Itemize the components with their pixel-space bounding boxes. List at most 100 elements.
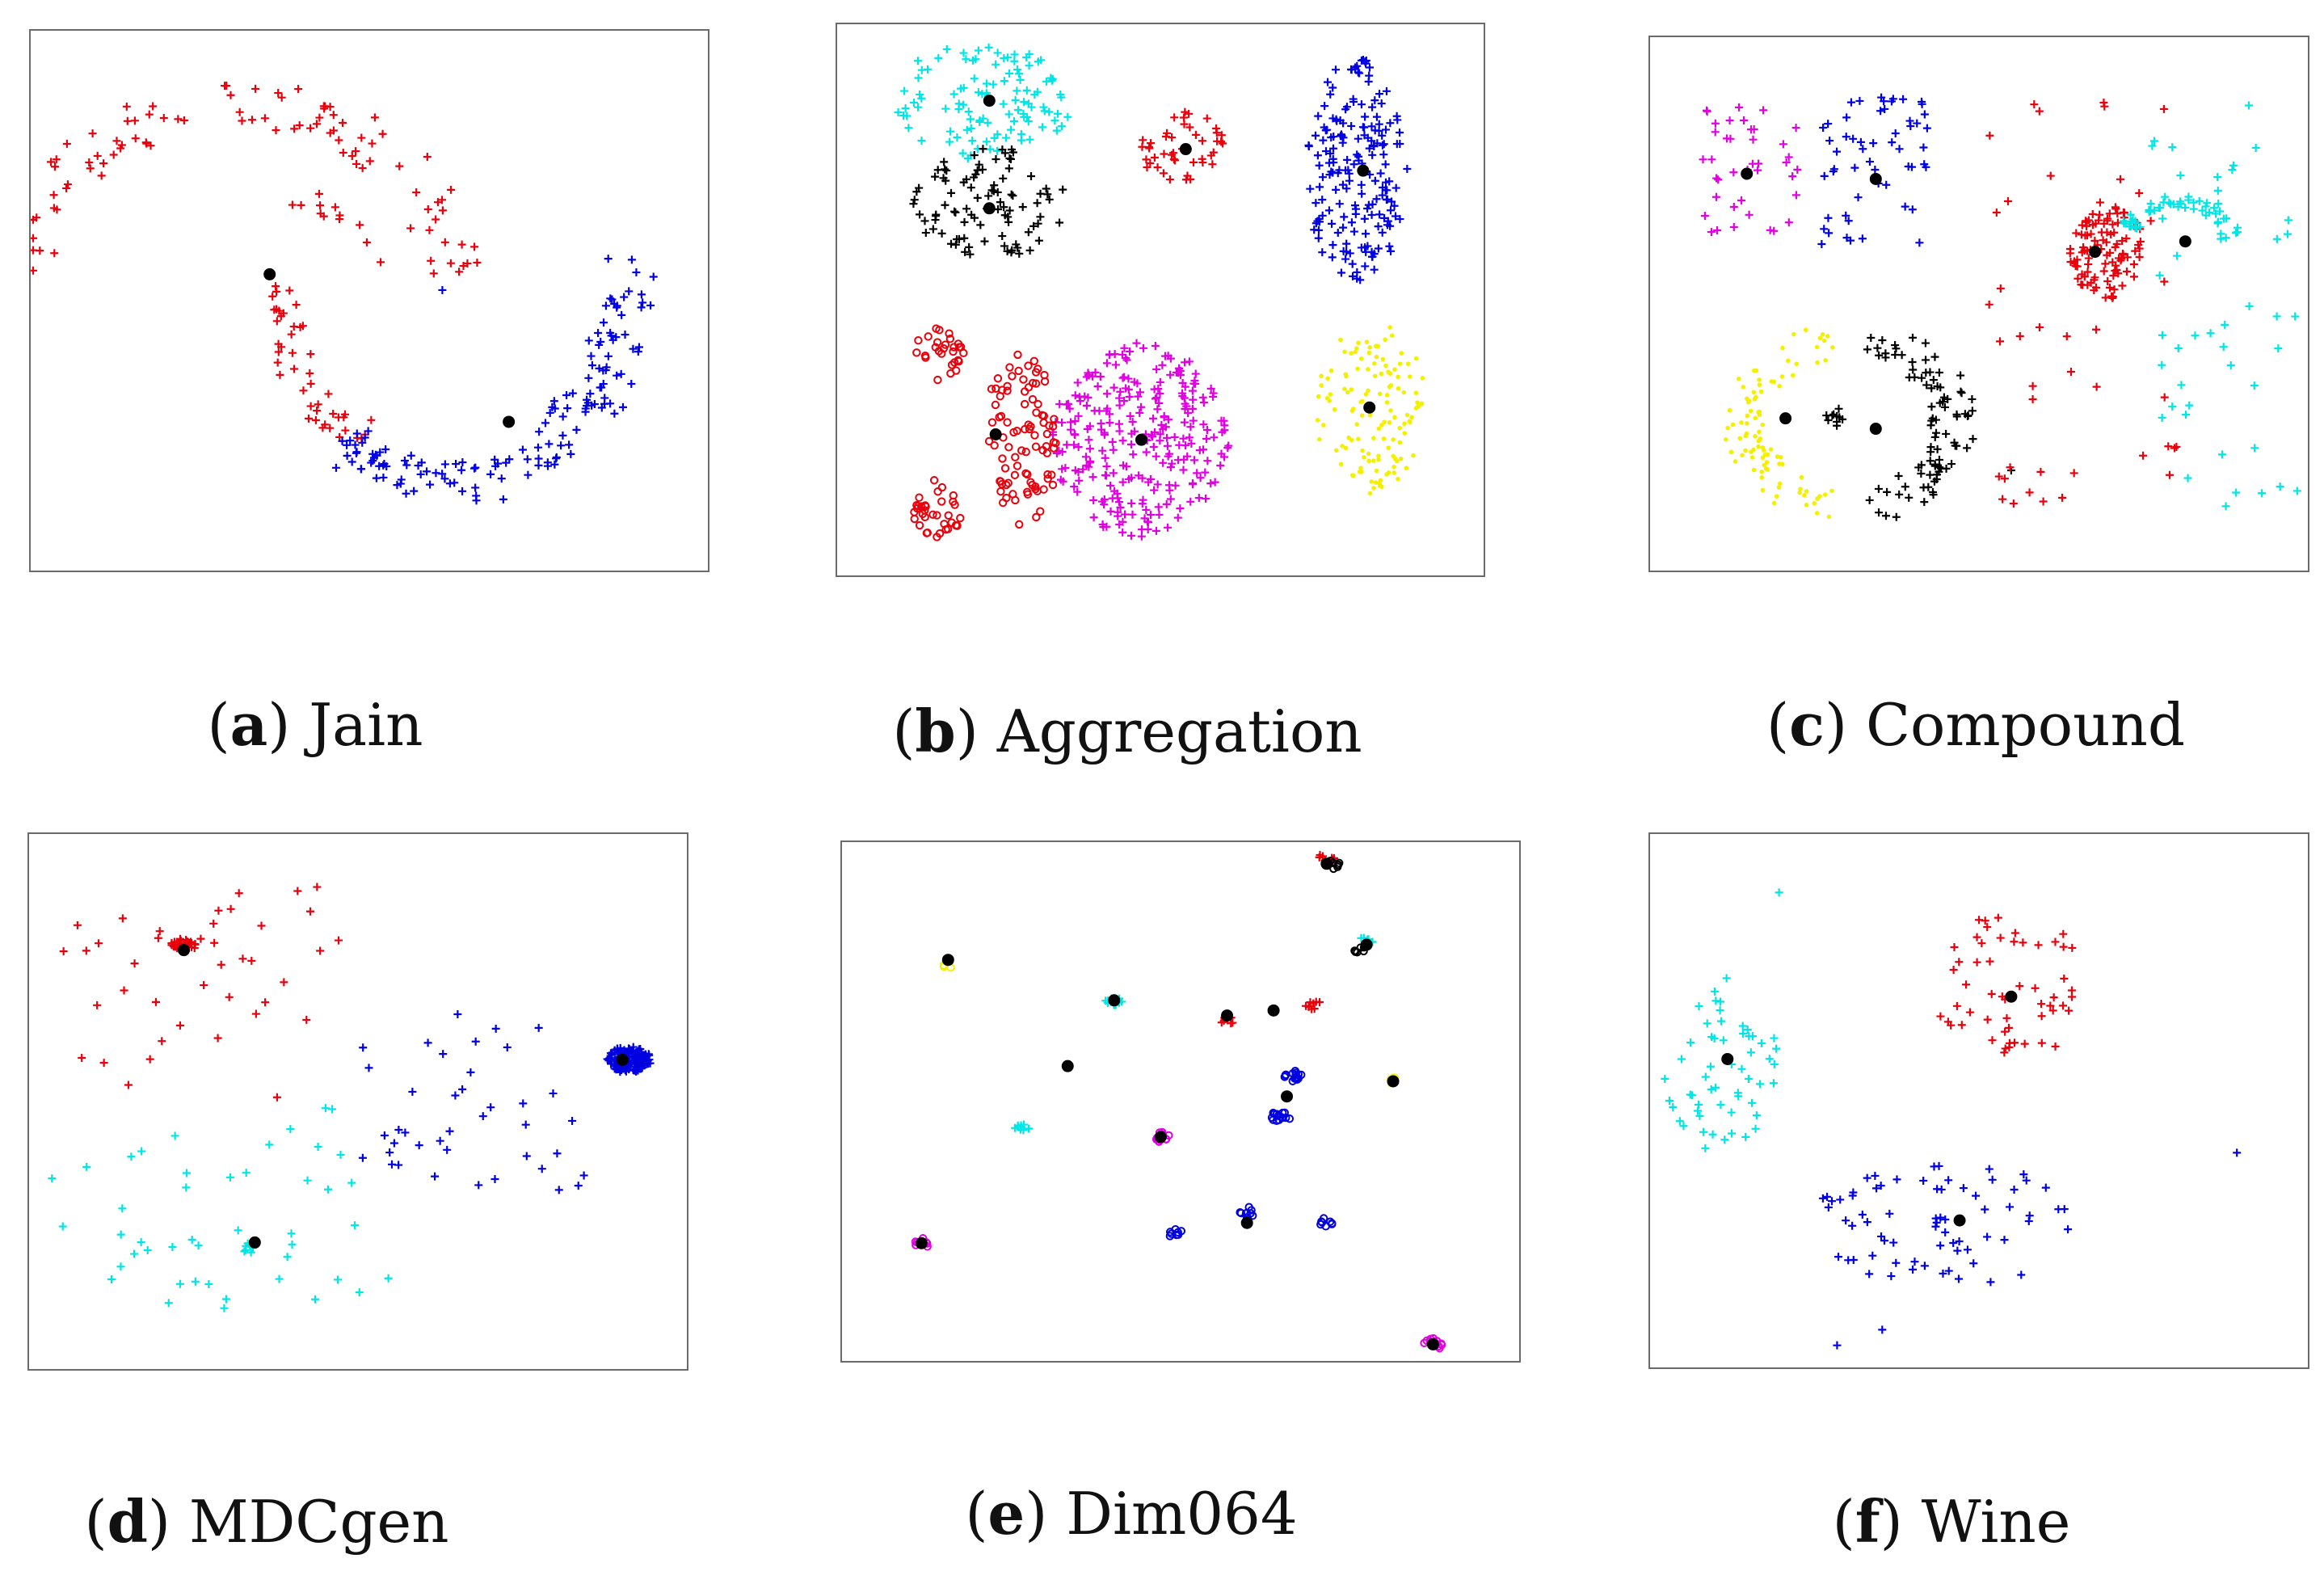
data-point-magenta: [1116, 387, 1125, 396]
data-point-yellow: [1799, 474, 1804, 480]
data-point-magenta: [1084, 393, 1093, 402]
data-point-red: [991, 384, 1000, 394]
data-point-red: [1170, 113, 1179, 122]
data-point-red: [368, 139, 377, 148]
data-point-magenta: [1189, 416, 1198, 425]
data-point-magenta: [1082, 401, 1091, 410]
data-point-magenta: [1220, 453, 1229, 461]
data-point-cyan: [2146, 207, 2155, 216]
data-point-black: [967, 210, 976, 219]
data-point-magenta: [1100, 495, 1109, 503]
scatter-svg-jain: [31, 82, 658, 505]
data-point-red: [949, 491, 958, 500]
data-point-red: [280, 978, 288, 987]
data-point-black: [971, 170, 980, 179]
data-point-black: [966, 250, 975, 259]
data-point-red: [1198, 137, 1206, 145]
data-point-red: [931, 343, 940, 352]
data-point-red: [2109, 272, 2118, 280]
data-point-cyan: [194, 1241, 203, 1250]
data-point-cyan: [2158, 214, 2167, 223]
data-point-red: [2078, 248, 2086, 257]
data-point-magenta: [1106, 507, 1115, 516]
data-point-magenta: [1159, 458, 1168, 467]
data-point-black: [1895, 490, 1904, 499]
data-point-yellow: [1342, 349, 1347, 355]
data-point-red: [1145, 144, 1154, 153]
data-point-red: [289, 322, 298, 331]
data-point-cyan: [953, 133, 962, 142]
data-point-cyan: [1037, 56, 1046, 65]
data-point-cyan: [993, 130, 1002, 139]
data-point-blue: [1908, 205, 1917, 214]
data-point-red: [226, 91, 235, 99]
data-point-blue: [1863, 1173, 1871, 1182]
data-point-red: [2114, 269, 2123, 278]
data-point-cyan: [966, 124, 975, 133]
data-point-yellow: [1749, 455, 1755, 460]
data-point-cyan: [1056, 90, 1065, 99]
data-point-blue: [1880, 97, 1888, 106]
data-point-red: [1185, 123, 1194, 132]
data-point-red: [2103, 276, 2112, 285]
data-point-cyan: [321, 1104, 330, 1113]
data-point-black: [1968, 407, 1977, 415]
data-point-magenta: [1155, 398, 1164, 407]
data-point-cyan: [1025, 50, 1034, 59]
data-point-red: [987, 385, 996, 394]
data-point-blue: [458, 458, 467, 467]
data-point-red: [1987, 989, 1996, 998]
data-point-red: [944, 511, 953, 520]
data-point-red: [260, 114, 269, 123]
data-point-red: [1981, 916, 1989, 925]
data-point-yellow: [1399, 351, 1404, 356]
data-point-red: [1003, 381, 1012, 390]
data-point-blue: [622, 1048, 631, 1057]
data-point-magenta: [1791, 191, 1800, 200]
data-point-blue: [1375, 126, 1383, 135]
data-point-yellow: [1357, 469, 1362, 474]
data-point-blue: [1820, 171, 1829, 180]
data-point-magenta: [1113, 489, 1122, 498]
data-point-cyan: [1711, 1083, 1720, 1092]
centroid-marker: [1281, 1090, 1294, 1103]
data-point-cyan: [2184, 192, 2193, 201]
data-point-magenta: [1784, 218, 1793, 227]
data-point-red: [941, 340, 950, 349]
data-point-red: [320, 104, 329, 113]
data-point-black: [1936, 383, 1945, 392]
data-point-black: [1008, 148, 1017, 157]
data-point-red: [2095, 198, 2104, 207]
data-point-cyan: [993, 48, 1002, 57]
data-point-cyan: [1038, 123, 1046, 132]
data-point-black: [1036, 213, 1045, 221]
data-point-blue: [1311, 199, 1320, 208]
data-point-red: [1310, 1005, 1319, 1013]
data-point-blue: [436, 1136, 444, 1145]
data-point-red: [1994, 913, 2002, 922]
centroid-marker: [1779, 412, 1792, 425]
data-point-red: [352, 147, 360, 156]
data-point-blue: [376, 448, 385, 457]
data-point-magenta: [1116, 503, 1125, 512]
data-point-black: [1947, 460, 1956, 469]
data-point-blue: [1329, 158, 1338, 167]
data-point-magenta: [1189, 395, 1198, 404]
data-point-magenta: [1105, 410, 1114, 419]
data-point-yellow: [1757, 429, 1762, 435]
data-point-blue: [1858, 1210, 1867, 1219]
data-point-blue: [1320, 102, 1329, 111]
data-point-magenta: [1223, 443, 1232, 452]
data-point-blue: [1349, 160, 1358, 169]
data-point-magenta: [1729, 222, 1738, 231]
data-point-magenta: [1160, 352, 1169, 360]
data-point-red: [914, 335, 923, 345]
data-point-blue: [1969, 1259, 1978, 1268]
data-point-red: [1021, 447, 1030, 457]
data-point-blue: [1936, 1241, 1945, 1250]
data-point-magenta: [1150, 385, 1159, 394]
data-point-red: [316, 201, 325, 210]
data-point-cyan: [959, 100, 968, 109]
data-point-cyan: [1015, 70, 1024, 78]
data-point-black: [1029, 221, 1038, 230]
